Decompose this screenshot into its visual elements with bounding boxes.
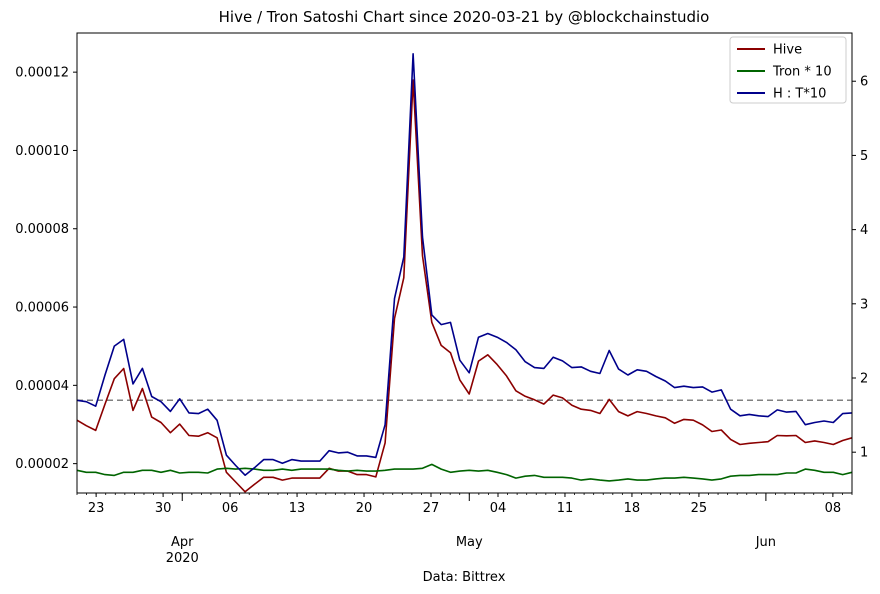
y-right-tick-label: 6 [860,75,868,90]
chart-title: Hive / Tron Satoshi Chart since 2020-03-… [219,8,710,26]
x-month-label: May [456,535,483,550]
x-day-label: 06 [222,501,239,516]
plot-frame [76,32,853,494]
y-right-tick-label: 1 [860,446,868,461]
series-line-tron-10 [76,463,853,482]
x-day-label: 13 [289,501,306,516]
y-left-tick-label: 0.00006 [15,301,69,316]
y-right-tick-label: 5 [860,149,868,164]
x-day-label: 04 [490,501,507,516]
x-month-label: Jun [755,535,776,550]
y-left-tick-label: 0.00010 [15,144,69,159]
x-day-label: 30 [155,501,172,516]
legend-label: Hive [773,43,802,58]
legend: Hive Tron * 10 H : T*10 [729,36,847,104]
series-line-hive [76,79,853,493]
x-day-label: 11 [557,501,574,516]
y-right-tick-label: 2 [860,372,868,387]
legend-label: H : T*10 [773,87,826,102]
x-day-label: 23 [88,501,105,516]
y-left-tick-label: 0.00008 [15,222,69,237]
x-day-label: 27 [423,501,440,516]
y-right-tick-label: 4 [860,223,868,238]
x-day-label: 18 [624,501,641,516]
y-left-tick-label: 0.00012 [15,66,69,81]
x-year-label: 2020 [166,551,199,566]
x-month-label: Apr [171,535,194,550]
series-line-h-t-10 [76,52,853,477]
y-right-tick-label: 3 [860,297,868,312]
plot-area: 0.00002 0.00004 0.00006 0.00008 0.00010 0.000… [15,32,868,566]
x-day-label: 20 [356,501,373,516]
x-day-label: 08 [825,501,842,516]
y-left-tick-label: 0.00002 [15,457,69,472]
legend-label: Tron * 10 [772,65,832,80]
legend-box [729,36,847,104]
y-left-tick-label: 0.00004 [15,379,69,394]
x-day-label: 25 [691,501,708,516]
x-axis-label: Data: Bittrex [423,570,506,585]
